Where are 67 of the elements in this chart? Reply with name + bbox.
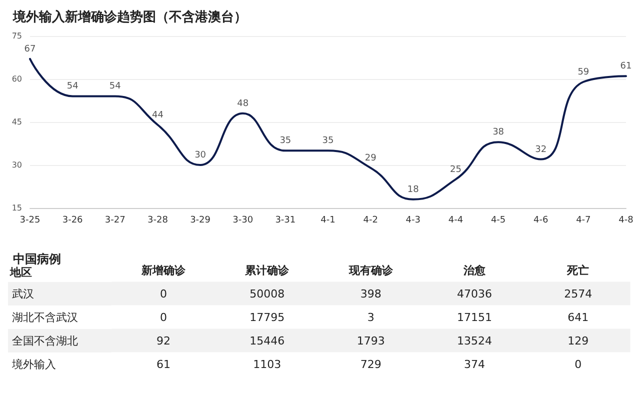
x-tick-label: 4-7 <box>576 216 591 226</box>
data-label: 35 <box>322 136 334 146</box>
x-tick-label: 现有确诊 <box>348 264 394 277</box>
y-tick-label: 60 <box>12 74 22 84</box>
x-tick-label: 3-28 <box>147 216 168 226</box>
x-tick-label: 4-3 <box>406 216 420 226</box>
x-tick-label: 3-31 <box>275 216 296 226</box>
data-label: 54 <box>66 82 79 92</box>
data-label: 47036 <box>457 287 492 300</box>
x-tick-label: 4-8 <box>618 216 634 226</box>
y-tick-label: 30 <box>12 160 22 170</box>
data-label: 374 <box>464 358 485 371</box>
chart-title: 中国病例 <box>13 252 61 266</box>
data-label: 29 <box>364 153 377 164</box>
x-tick-label: 4-1 <box>320 216 336 226</box>
data-label: 3 <box>367 310 374 324</box>
x-tick-label: 3-30 <box>232 216 254 226</box>
x-tick-label: 4-4 <box>448 216 464 226</box>
data-label: 32 <box>535 144 547 155</box>
data-label: 17151 <box>457 310 492 324</box>
data-label: 0 <box>574 358 582 371</box>
data-label: 15446 <box>250 334 285 348</box>
data-label: 44 <box>152 110 164 120</box>
x-tick-label: 死亡 <box>566 264 590 277</box>
data-label: 38 <box>492 128 504 138</box>
x-tick-label: 3-25 <box>20 216 40 226</box>
data-label: 13524 <box>457 334 492 348</box>
data-label: 17795 <box>250 310 285 324</box>
data-label: 48 <box>237 98 249 109</box>
data-label: 25 <box>450 164 462 175</box>
data-label: 1793 <box>356 334 385 348</box>
x-tick-label: 3-27 <box>104 216 126 226</box>
data-label: 641 <box>568 310 589 324</box>
x-tick-label: 4-2 <box>363 216 378 226</box>
data-label: 61 <box>156 358 170 371</box>
data-label: 2574 <box>564 287 592 300</box>
x-tick-label: 新增确诊 <box>140 264 186 277</box>
y-tick-label: 境外输入 <box>11 358 56 371</box>
data-label: 0 <box>160 287 167 300</box>
y-axis-title: 地区 <box>9 266 32 279</box>
x-tick-label: 累计确诊 <box>244 264 290 277</box>
x-tick-label: 4-6 <box>534 216 548 226</box>
data-label: 18 <box>407 184 420 195</box>
data-label: 35 <box>280 136 292 146</box>
x-tick-label: 3-26 <box>62 216 84 226</box>
y-tick-label: 湖北不含武汉 <box>12 310 78 324</box>
y-tick-label: 全国不含湖北 <box>12 334 78 348</box>
x-tick-label: 治愈 <box>462 264 486 277</box>
data-label: 0 <box>160 310 167 324</box>
data-label: 92 <box>156 334 170 348</box>
data-label: 54 <box>109 82 122 92</box>
data-label: 729 <box>360 358 382 371</box>
data-label: 67 <box>24 44 36 54</box>
data-label: 50008 <box>250 287 285 300</box>
data-label: 61 <box>620 62 632 72</box>
chart-title: 境外输入新增确诊趋势图（不含港澳台） <box>12 9 247 25</box>
data-label: 129 <box>568 334 589 348</box>
data-label: 30 <box>194 150 206 160</box>
x-tick-label: 4-5 <box>490 216 506 226</box>
y-tick-label: 15 <box>12 204 22 212</box>
data-label: 398 <box>360 287 382 300</box>
x-tick-label: 3-29 <box>190 216 211 226</box>
y-tick-label: 45 <box>12 118 22 126</box>
data-label: 1103 <box>253 358 282 371</box>
y-tick-label: 武汉 <box>12 287 34 300</box>
data-label: 59 <box>578 67 590 78</box>
y-tick-label: 75 <box>12 32 22 40</box>
